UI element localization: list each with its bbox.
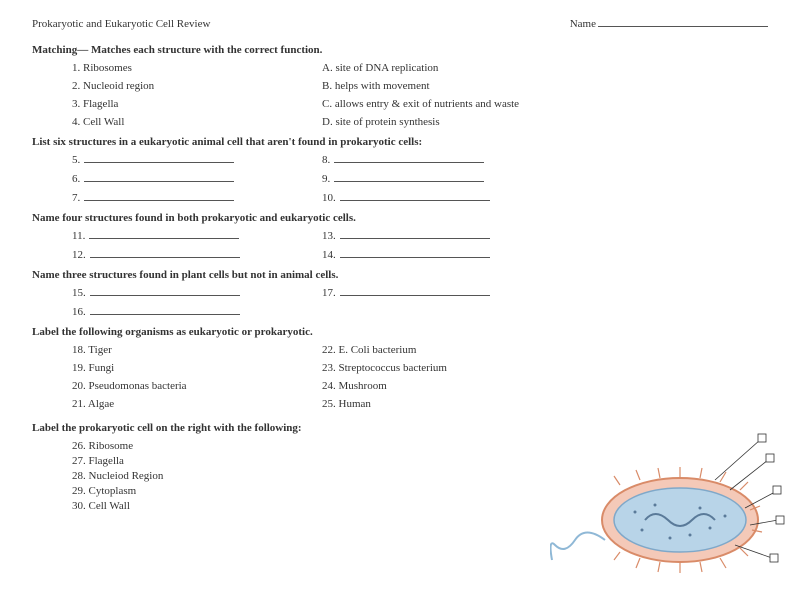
name-field: Name [570,18,768,30]
match-right-d: D. site of protein synthesis [322,116,768,128]
blank-8: 8. [322,154,768,166]
section2-heading: List six structures in a eukaryotic anim… [32,136,768,148]
match-left-4: 4. Cell Wall [72,116,302,128]
blank-line-15[interactable] [90,295,240,296]
matching-grid: 1. Ribosomes A. site of DNA replication … [72,62,768,128]
organism-19: 19. Fungi [72,362,302,374]
section5-grid: 18. Tiger 22. E. Coli bacterium 19. Fung… [72,344,768,410]
section5-heading: Label the following organisms as eukaryo… [32,326,768,338]
name-blank-line[interactable] [598,26,768,27]
flagella-icon [551,533,605,561]
blank-5: 5. [72,154,302,166]
organism-23: 23. Streptococcus bacterium [322,362,768,374]
blank-7: 7. [72,192,302,204]
blank-line-10[interactable] [340,200,490,201]
blank-6: 6. [72,173,302,185]
cytoplasm-shape [614,488,746,552]
blank-line-9[interactable] [334,181,484,182]
section4-grid: 15. 17. 16. [72,287,768,318]
blank-line-8[interactable] [334,162,484,163]
prokaryotic-cell-diagram [550,420,790,590]
organism-18: 18. Tiger [72,344,302,356]
blank-line-6[interactable] [84,181,234,182]
match-left-2: 2. Nucleoid region [72,80,302,92]
blank-10: 10. [322,192,768,204]
match-right-a: A. site of DNA replication [322,62,768,74]
blank-17: 17. [322,287,768,299]
organism-21: 21. Algae [72,398,302,410]
worksheet-title: Prokaryotic and Eukaryotic Cell Review [32,18,210,30]
blank-16: 16. [72,306,302,318]
blank-12: 12. [72,249,302,261]
organism-25: 25. Human [322,398,768,410]
organism-24: 24. Mushroom [322,380,768,392]
blank-11: 11. [72,230,302,242]
blank-14: 14. [322,249,768,261]
worksheet-header: Prokaryotic and Eukaryotic Cell Review N… [32,18,768,30]
match-left-3: 3. Flagella [72,98,302,110]
blank-line-17[interactable] [340,295,490,296]
match-right-b: B. helps with movement [322,80,768,92]
blank-9: 9. [322,173,768,185]
section3-heading: Name four structures found in both proka… [32,212,768,224]
blank-line-11[interactable] [89,238,239,239]
blank-line-13[interactable] [340,238,490,239]
blank-13: 13. [322,230,768,242]
blank-line-7[interactable] [84,200,234,201]
blank-line-12[interactable] [90,257,240,258]
blank-15: 15. [72,287,302,299]
section3-grid: 11. 13. 12. 14. [72,230,768,261]
match-right-c: C. allows entry & exit of nutrients and … [322,98,768,110]
blank-line-5[interactable] [84,162,234,163]
blank-line-14[interactable] [340,257,490,258]
blank-line-16[interactable] [90,314,240,315]
organism-20: 20. Pseudomonas bacteria [72,380,302,392]
name-label: Name [570,18,596,30]
match-left-1: 1. Ribosomes [72,62,302,74]
section2-grid: 5. 8. 6. 9. 7. 10. [72,154,768,204]
section4-heading: Name three structures found in plant cel… [32,269,768,281]
matching-heading: Matching— Matches each structure with th… [32,44,768,56]
organism-22: 22. E. Coli bacterium [322,344,768,356]
